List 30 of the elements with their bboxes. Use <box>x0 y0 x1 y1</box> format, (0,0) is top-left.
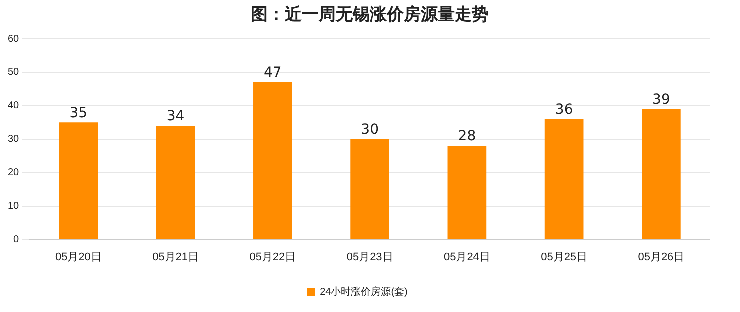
bar <box>642 109 681 240</box>
x-tick-label: 05月24日 <box>444 251 490 264</box>
y-tick-label: 0 <box>14 234 20 246</box>
x-tick-label: 05月22日 <box>250 251 296 264</box>
bar <box>350 139 390 240</box>
data-label: 35 <box>70 105 88 122</box>
y-tick-label: 40 <box>8 100 20 112</box>
data-label: 47 <box>264 65 282 82</box>
bar <box>59 122 98 240</box>
bar <box>254 82 292 240</box>
x-tick-label: 05月25日 <box>541 251 588 264</box>
data-label: 30 <box>361 122 379 138</box>
y-tick-label: 30 <box>8 134 20 146</box>
data-label: 36 <box>555 102 574 118</box>
bar <box>448 146 487 240</box>
x-tick-label: 05月26日 <box>638 251 685 264</box>
y-tick-label: 10 <box>8 201 20 212</box>
x-tick-label: 05月20日 <box>55 251 102 264</box>
bar <box>156 126 196 240</box>
chart-title: 图：近一周无锡涨价房源量走势 <box>250 4 490 27</box>
bar <box>544 119 584 240</box>
y-tick-label: 60 <box>8 34 20 45</box>
y-tick-label: 50 <box>8 67 20 78</box>
x-tick-label: 05月23日 <box>346 251 394 264</box>
data-label: 34 <box>166 108 185 125</box>
x-tick-label: 05月21日 <box>152 251 200 264</box>
data-label: 28 <box>458 128 476 145</box>
legend-label: 24小时涨价房源(套) <box>320 286 408 298</box>
data-label: 39 <box>652 92 670 108</box>
y-tick-label: 20 <box>8 168 20 179</box>
